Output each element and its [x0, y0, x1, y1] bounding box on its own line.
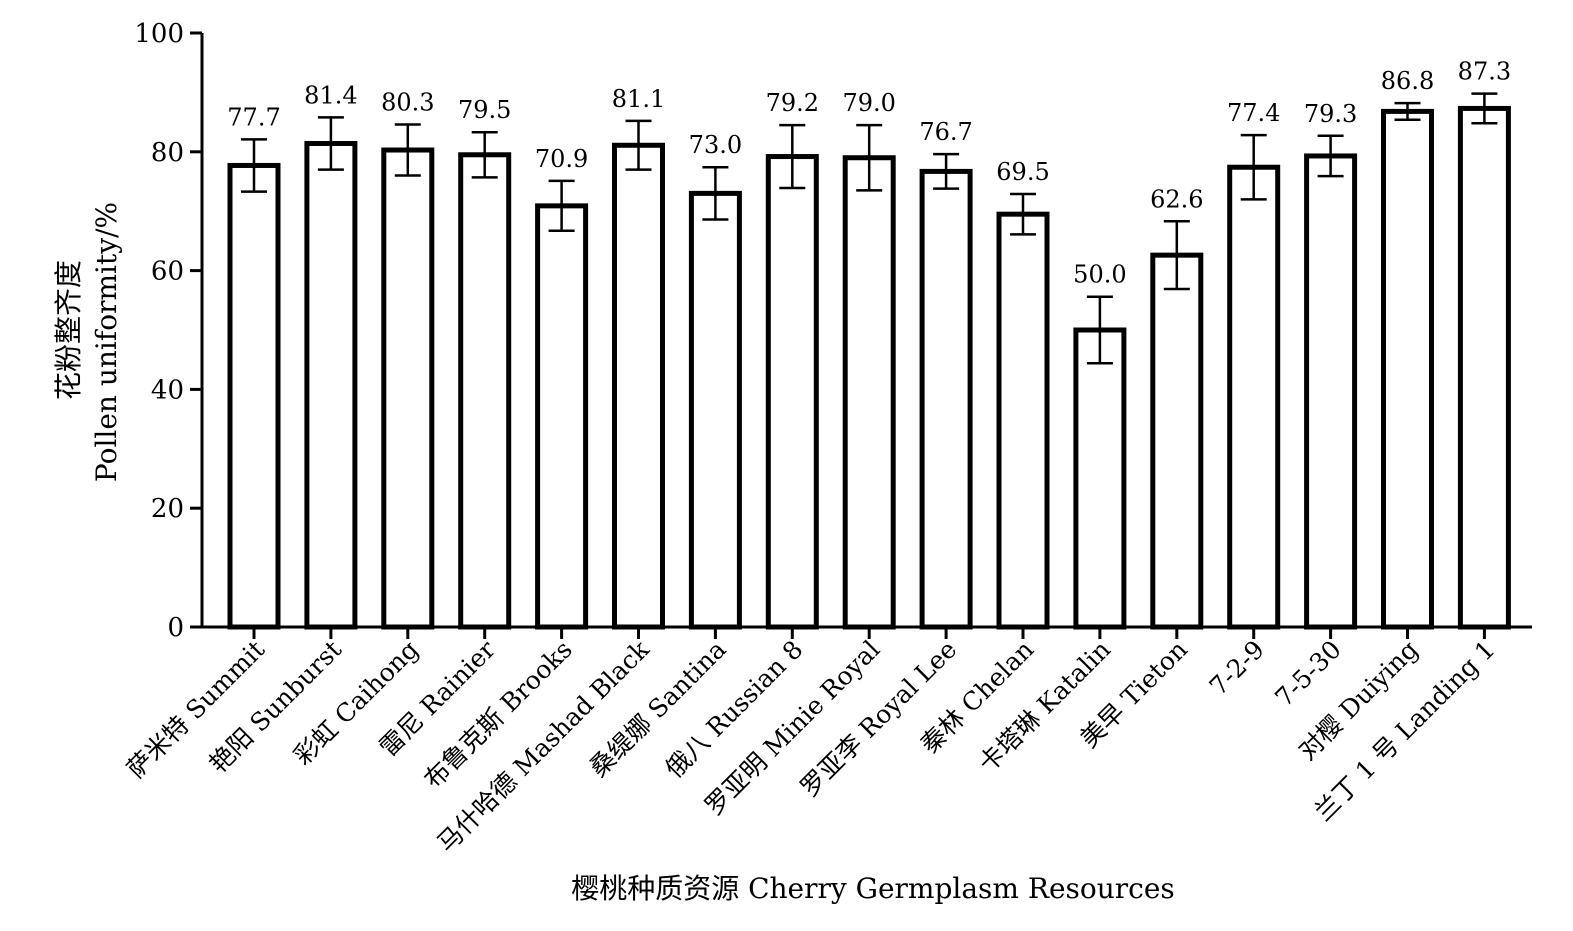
bar: [1457, 105, 1511, 630]
data-label: 81.1: [612, 85, 665, 113]
bar: [1150, 252, 1204, 630]
bars: [227, 105, 1511, 630]
bar: [304, 140, 358, 630]
bar: [1227, 164, 1281, 630]
bar: [612, 142, 665, 630]
data-label: 79.3: [1304, 100, 1357, 128]
data-label: 62.6: [1150, 185, 1203, 213]
bar: [688, 190, 742, 630]
y-tick-label: 40: [151, 375, 184, 405]
data-label: 79.2: [766, 89, 819, 117]
bar: [1304, 153, 1358, 630]
x-category-label: 卡塔琳 Katalin: [973, 635, 1116, 778]
bar: [227, 162, 281, 630]
y-tick-label: 80: [151, 138, 184, 168]
y-tick-label: 0: [167, 613, 184, 643]
x-category-label: 俄八 Russian 8: [660, 635, 809, 784]
x-category-label: 7-5-30: [1269, 635, 1346, 712]
y-tick-label: 60: [151, 257, 184, 287]
bar: [535, 203, 589, 630]
data-label: 80.3: [381, 88, 434, 116]
data-label: 79.0: [842, 89, 895, 117]
bar: [458, 152, 512, 630]
data-labels: 77.7 81.4 80.3 79.5 70.9 81.1 73.0 79.2 79.0 76.7…: [227, 58, 1511, 289]
bar: [381, 147, 435, 630]
y-ticks: 0 20 40 60 80 100: [134, 19, 202, 643]
bar: [996, 211, 1050, 630]
x-axis-title: 樱桃种质资源 Cherry Germplasm Resources: [571, 872, 1175, 905]
data-label: 87.3: [1458, 58, 1511, 86]
data-label: 86.8: [1381, 67, 1434, 95]
y-axis-title-line2: Pollen uniformity/%: [90, 202, 123, 482]
data-label: 73.0: [689, 131, 742, 159]
error-bars: [241, 92, 1498, 365]
data-label: 79.5: [458, 96, 511, 124]
data-label: 77.7: [227, 103, 280, 131]
bar: [765, 154, 819, 630]
bar: [842, 155, 896, 630]
data-label: 70.9: [535, 145, 588, 173]
x-category-label: 萨米特 Summit: [121, 635, 270, 784]
x-category-label: 桑缇娜 Santina: [584, 635, 732, 783]
y-axis-title-line1: 花粉整齐度: [52, 260, 85, 400]
data-label: 81.4: [304, 81, 357, 109]
x-category-label: 艳阳 Sunburst: [203, 635, 347, 779]
data-label: 77.4: [1227, 99, 1280, 127]
x-category-label: 7-2-9: [1204, 635, 1270, 701]
bar: [1381, 108, 1434, 630]
y-tick-label: 20: [151, 494, 184, 524]
bar: [919, 168, 973, 630]
data-label: 50.0: [1073, 261, 1126, 289]
data-label: 76.7: [919, 118, 972, 146]
bar: [1073, 327, 1127, 630]
y-tick-label: 100: [134, 19, 184, 49]
data-label: 69.5: [996, 158, 1049, 186]
